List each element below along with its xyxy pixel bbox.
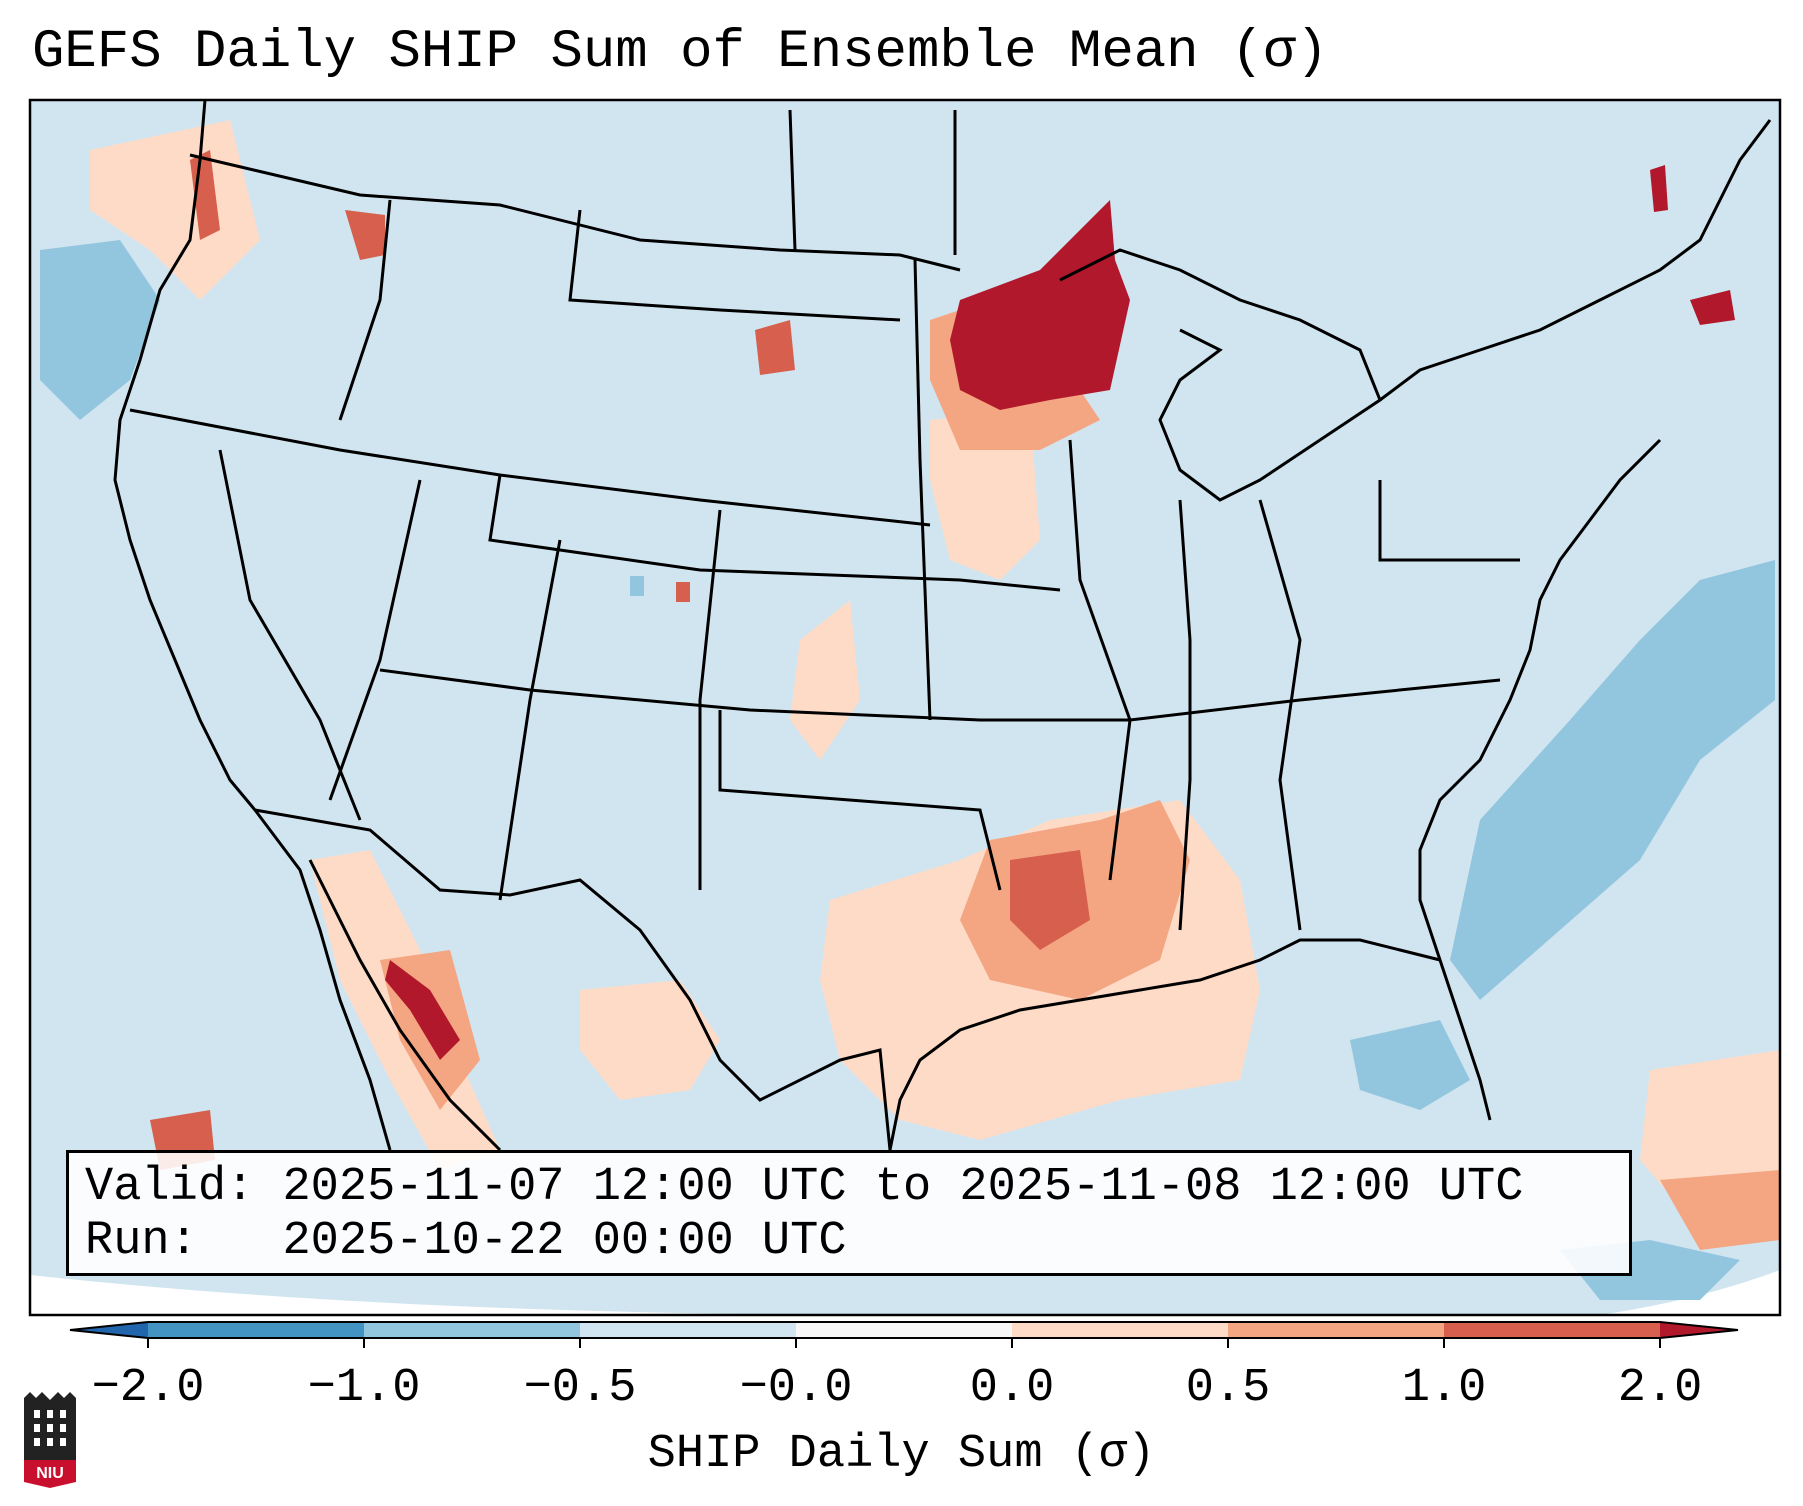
state-line-2 bbox=[488, 474, 1061, 592]
colorbar-segment-6 bbox=[1228, 1322, 1444, 1338]
state-line-14 bbox=[1378, 480, 1520, 562]
colorbar-segment-1 bbox=[148, 1322, 364, 1338]
map-outside-se bbox=[1600, 1270, 1780, 1315]
state-line-4 bbox=[718, 710, 1002, 891]
colorbar-segment-4 bbox=[796, 1322, 1012, 1338]
iowa-light-positive bbox=[930, 410, 1040, 580]
nova-scotia-max-positive bbox=[1690, 290, 1735, 325]
plains-light-positive bbox=[790, 600, 860, 760]
colorbar-tick-label: −0.5 bbox=[523, 1362, 637, 1415]
south-dakota-strong-positive bbox=[755, 320, 795, 375]
gulf-coastline bbox=[888, 938, 1441, 1151]
map-frame bbox=[28, 98, 1782, 1317]
florida-negative-anomaly bbox=[1350, 1020, 1470, 1110]
colorbar-tick-label: 1.0 bbox=[1401, 1362, 1487, 1415]
colorbar-tick-label: 0.5 bbox=[1185, 1362, 1271, 1415]
state-line-3 bbox=[379, 668, 1130, 722]
colorbar-tick-label: −1.0 bbox=[307, 1362, 421, 1415]
valid-label: Valid: bbox=[85, 1161, 255, 1214]
pacific-negative-anomaly bbox=[40, 240, 160, 420]
colorbar-tick-marks bbox=[147, 1338, 1661, 1348]
map-panel bbox=[30, 100, 1780, 1315]
idaho-strong-positive bbox=[345, 210, 385, 260]
colorbar-label: SHIP Daily Sum (σ) bbox=[647, 1428, 1156, 1481]
colorbar bbox=[69, 1321, 1739, 1348]
state-line-12 bbox=[1129, 678, 1501, 722]
colorbar-segment-2 bbox=[364, 1322, 580, 1338]
colorbar-tick-label: −2.0 bbox=[91, 1362, 205, 1415]
colorbar-over-arrow bbox=[1660, 1322, 1738, 1338]
great-lakes-outline bbox=[1059, 248, 1382, 502]
st-lawrence-outline bbox=[1379, 119, 1772, 402]
state-line-6 bbox=[328, 479, 422, 801]
valid-value: 2025-11-07 12:00 UTC to 2025-11-08 12:00… bbox=[282, 1161, 1524, 1214]
maine-max-positive bbox=[1650, 165, 1668, 212]
upper-midwest-max-positive bbox=[950, 200, 1130, 410]
arkansas-strong-positive bbox=[1010, 850, 1090, 950]
colorado-strong-positive bbox=[676, 582, 690, 602]
texas-light-positive bbox=[580, 980, 720, 1100]
mexico-border bbox=[254, 808, 892, 1151]
state-line-9 bbox=[913, 259, 932, 721]
run-label: Run: bbox=[85, 1215, 198, 1268]
boundaries bbox=[113, 99, 1772, 1152]
run-value: 2025-10-22 00:00 UTC bbox=[282, 1215, 847, 1268]
canada-border-west bbox=[189, 153, 961, 272]
east-coastline bbox=[1418, 438, 1662, 1121]
caribbean-medium-positive bbox=[1660, 1170, 1780, 1250]
colorbar-segment-7 bbox=[1444, 1322, 1660, 1338]
colorbar-tick-label: −0.0 bbox=[739, 1362, 853, 1415]
map-outside-sw bbox=[30, 1275, 900, 1315]
state-line-8 bbox=[698, 509, 722, 890]
anomaly-fields bbox=[40, 120, 1780, 1300]
logo-text: NIU bbox=[36, 1465, 64, 1482]
info-box: Valid: 2025-11-07 12:00 UTC to 2025-11-0… bbox=[66, 1150, 1632, 1276]
colorbar-segment-5 bbox=[1012, 1322, 1228, 1338]
colorbar-tick-label: 0.0 bbox=[969, 1362, 1055, 1415]
gulf-of-california-max-positive bbox=[385, 960, 460, 1060]
state-line-11 bbox=[1178, 499, 1192, 931]
baja-coastline bbox=[308, 859, 502, 1152]
map-background bbox=[30, 100, 1780, 1315]
state-line-13 bbox=[1258, 499, 1302, 931]
state-line-15 bbox=[338, 199, 392, 421]
west-coastline bbox=[113, 99, 392, 1151]
state-line-7 bbox=[498, 539, 562, 901]
colorbar-tick-label: 2.0 bbox=[1617, 1362, 1703, 1415]
colorbar-under-arrow bbox=[70, 1322, 148, 1338]
niu-logo: NIU bbox=[24, 1392, 76, 1488]
figure-title: GEFS Daily SHIP Sum of Ensemble Mean (σ) bbox=[32, 22, 1329, 83]
colorado-negative-pixel bbox=[630, 576, 644, 596]
state-line-10 bbox=[1068, 439, 1132, 881]
atlantic-negative-anomaly bbox=[1450, 560, 1775, 1000]
state-line-16 bbox=[568, 209, 901, 322]
colorbar-segment-3 bbox=[580, 1322, 796, 1338]
state-line-17 bbox=[788, 109, 797, 251]
pacific-nw-light-positive bbox=[90, 120, 260, 300]
